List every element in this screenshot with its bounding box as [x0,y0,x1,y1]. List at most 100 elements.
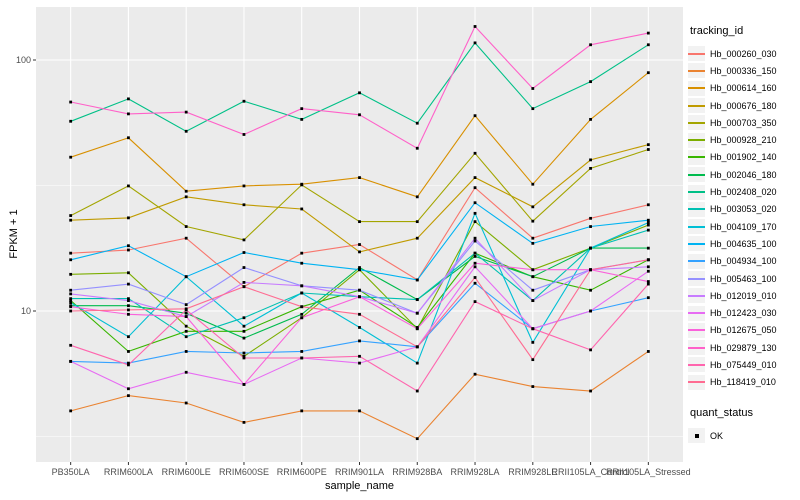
data-point [589,268,592,272]
legend-key-swatch [688,305,705,321]
data-point [589,158,592,162]
data-point [300,312,304,316]
legend-line-icon [688,225,705,228]
legend-line-icon [688,191,705,194]
legend-key-swatch [688,167,705,183]
data-point [473,201,477,205]
data-point [531,268,535,272]
data-point [184,110,188,114]
legend-item-label: Hb_001902_140 [710,152,777,163]
data-point [300,251,304,255]
data-point [127,361,130,365]
legend-item: Hb_000928_210 [688,131,800,148]
data-point [127,271,130,275]
data-point [473,372,477,376]
x-axis-title: sample_name [324,480,395,492]
data-point [358,339,361,343]
x-tick-label: RRIM600LA [104,467,153,477]
legend-item-label: Hb_002046_180 [710,169,777,180]
legend-item: Hb_002408_020 [688,183,800,200]
x-tick-label: PB350LA [52,467,90,477]
data-point [531,87,535,90]
data-point [531,385,535,388]
legend-title-quant-status: quant_status [690,406,753,419]
legend-line-icon [688,363,705,366]
legend-line-icon [688,69,705,72]
data-point [242,336,246,340]
data-point [358,312,361,316]
data-point [589,309,592,313]
data-point [646,280,650,283]
data-point [589,389,592,393]
data-point [127,299,130,303]
data-point [184,329,188,333]
data-point [358,361,361,365]
data-point [415,437,419,441]
data-point [127,216,130,220]
legend-key-swatch [688,219,705,235]
data-point [646,148,650,151]
legend-key-swatch [688,63,705,79]
x-tick-label: RRIM928BA [392,467,442,477]
legend-line-icon [688,156,705,159]
data-point [646,246,650,250]
data-point [127,244,130,248]
data-point [127,350,130,353]
legend-item: Hb_012019_010 [688,287,800,304]
data-point [184,129,188,133]
data-point [415,278,419,282]
data-point [646,258,650,262]
legend-item-label: Hb_000336_150 [710,65,777,76]
data-point [646,71,650,75]
legend-key-swatch [688,149,705,165]
data-point [242,133,246,136]
data-point [242,420,246,424]
legend-line-icon [688,242,705,245]
data-point [242,382,246,386]
data-point [69,218,73,222]
legend-key-swatch [688,46,705,62]
legend-line-icon [688,104,705,107]
data-point [415,236,419,240]
data-point [473,176,477,179]
data-point [531,288,535,292]
legend-item: Hb_003053_020 [688,201,800,218]
data-point [242,281,246,284]
legend-key-swatch [688,98,705,114]
data-point [531,205,535,209]
data-point [242,266,246,269]
data-point [184,311,188,315]
data-point [589,246,592,250]
data-point [531,299,535,303]
data-point [69,119,73,123]
data-point [358,326,361,329]
data-point [300,117,304,121]
data-point [589,166,592,170]
data-point [127,97,130,101]
data-point [646,350,650,353]
legend-item: Hb_004109_170 [688,218,800,235]
legend-key-swatch [688,288,705,304]
data-point [358,243,361,246]
data-point [415,311,419,315]
data-point [531,241,535,245]
data-point [127,282,130,286]
data-point [358,295,361,299]
data-point [242,285,246,289]
data-point [184,303,188,307]
data-point [127,308,130,312]
data-point [69,288,73,292]
data-point [184,335,188,339]
data-point [127,312,130,316]
data-point [531,327,535,331]
legend-key-swatch [688,271,705,286]
data-point [242,354,246,358]
legend-key-swatch [688,322,705,338]
legend-item-quant: OK [688,427,800,444]
data-point [69,305,73,309]
legend-key-swatch [688,201,705,217]
legend-item-label: Hb_003053_020 [710,204,777,215]
data-point [589,80,592,84]
legend-item: Hb_000614_160 [688,80,800,97]
